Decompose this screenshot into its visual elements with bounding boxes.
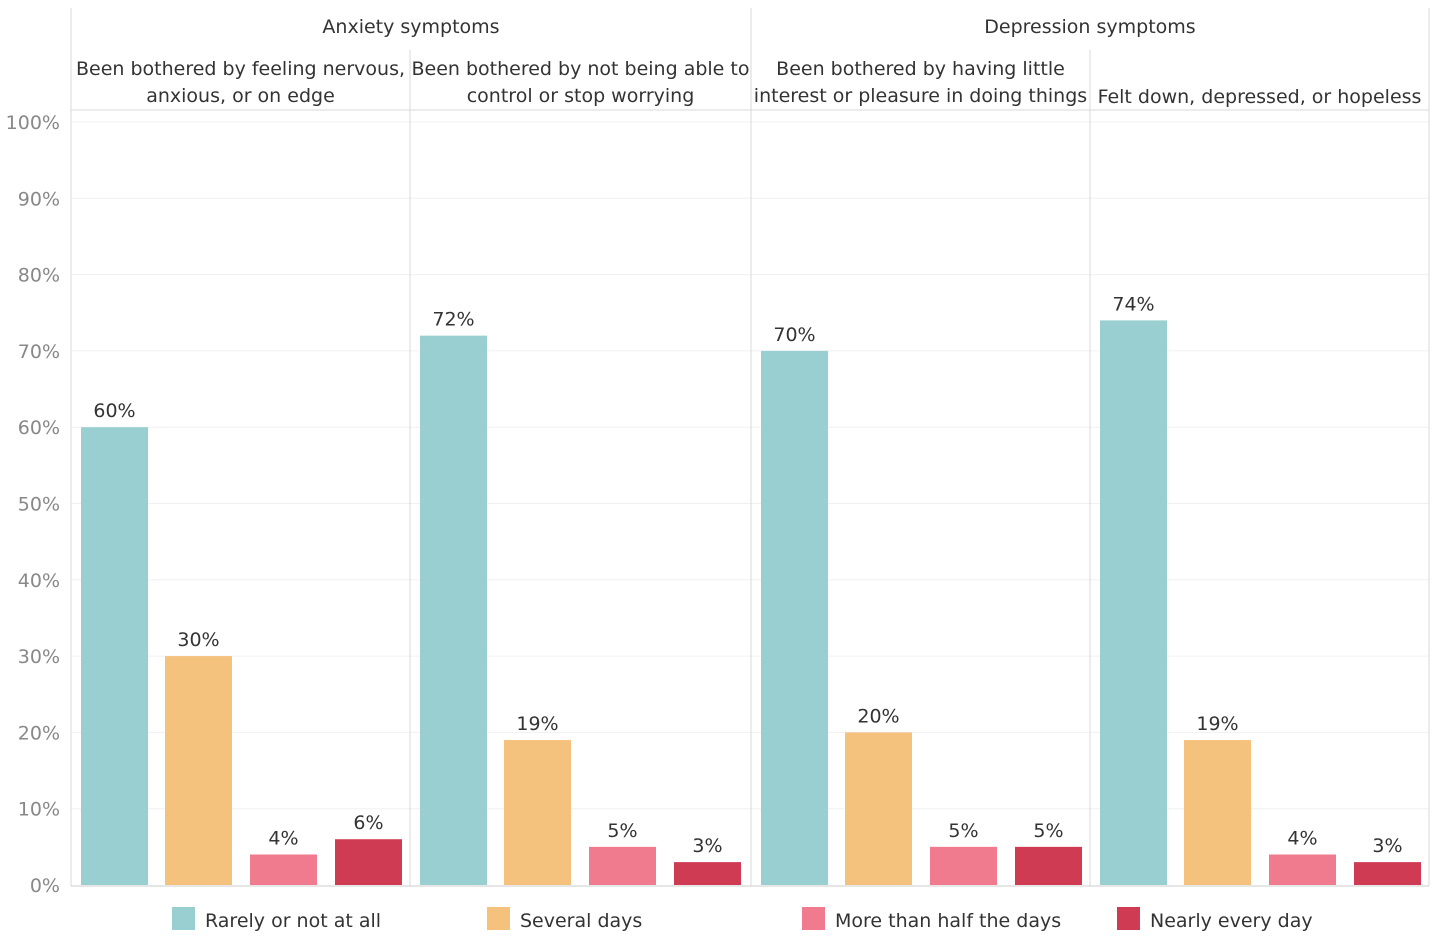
data-label: 3% (1372, 835, 1402, 857)
bar (589, 846, 656, 885)
bar (1100, 320, 1167, 885)
y-axis: 0% 10% 20% 30% 40% 50% 60% 70% 80% 90% 100% (6, 112, 60, 897)
y-tick-label: 10% (18, 799, 60, 821)
panel-title-line: anxious, or on edge (146, 85, 335, 107)
data-label: 3% (692, 835, 722, 857)
legend-label: Rarely or not at all (205, 910, 381, 932)
bar (1354, 862, 1421, 885)
data-label: 4% (1287, 827, 1317, 849)
legend-label: Nearly every day (1150, 910, 1313, 932)
y-tick-label: 60% (18, 417, 60, 439)
y-tick-label: 70% (18, 341, 60, 363)
y-tick-label: 90% (18, 188, 60, 210)
bar (335, 839, 402, 885)
bar (420, 335, 487, 885)
bar (1269, 854, 1336, 885)
panel-title-line: Felt down, depressed, or hopeless (1098, 86, 1422, 108)
bar (1184, 740, 1251, 885)
data-label: 5% (1033, 820, 1063, 842)
panel-title-line: Been bothered by feeling nervous, (76, 58, 405, 80)
data-labels: 60% 30% 4% 6% 72% 19% 5% 3% 70% 20% 5% 5% 74% 19% 4% 3% (93, 293, 1402, 857)
bars (81, 320, 1421, 885)
data-label: 70% (773, 324, 815, 346)
data-label: 72% (432, 309, 474, 331)
y-tick-label: 30% (18, 646, 60, 668)
bar (504, 740, 571, 885)
group-title: Depression symptoms (984, 16, 1195, 38)
bar (165, 656, 232, 885)
bar (250, 854, 317, 885)
bar (81, 427, 148, 885)
chart-frame (70, 8, 1430, 887)
data-label: 5% (607, 820, 637, 842)
y-tick-label: 50% (18, 494, 60, 516)
group-title: Anxiety symptoms (322, 16, 499, 38)
y-tick-label: 20% (18, 722, 60, 744)
legend-swatch (487, 907, 510, 930)
legend-swatch (1117, 907, 1140, 930)
bar (674, 862, 741, 885)
data-label: 19% (516, 713, 558, 735)
data-label: 6% (353, 812, 383, 834)
data-label: 74% (1112, 293, 1154, 315)
y-tick-label: 40% (18, 570, 60, 592)
data-label: 4% (268, 827, 298, 849)
bar (845, 732, 912, 885)
facet-headers: Anxiety symptoms Been bothered by feeling… (76, 16, 1421, 108)
panel-title-line: control or stop worrying (467, 85, 695, 107)
legend-swatch (802, 907, 825, 930)
y-tick-label: 100% (6, 112, 60, 134)
panel-title-line: Been bothered by having little (776, 58, 1065, 80)
data-label: 19% (1196, 713, 1238, 735)
legend-label: Several days (520, 910, 642, 932)
data-label: 5% (948, 820, 978, 842)
panel-title-line: interest or pleasure in doing things (754, 85, 1087, 107)
legend: Rarely or not at all Several days More tha… (172, 907, 1313, 932)
gridlines (71, 121, 1429, 810)
data-label: 20% (857, 705, 899, 727)
legend-swatch (172, 907, 195, 930)
panel-title-line: Been bothered by not being able to (411, 58, 749, 80)
y-tick-label: 80% (18, 265, 60, 287)
legend-label: More than half the days (835, 910, 1061, 932)
data-label: 30% (177, 629, 219, 651)
y-tick-label: 0% (30, 875, 60, 897)
bar (761, 350, 828, 885)
bar (930, 846, 997, 885)
data-label: 60% (93, 400, 135, 422)
bar (1015, 846, 1082, 885)
